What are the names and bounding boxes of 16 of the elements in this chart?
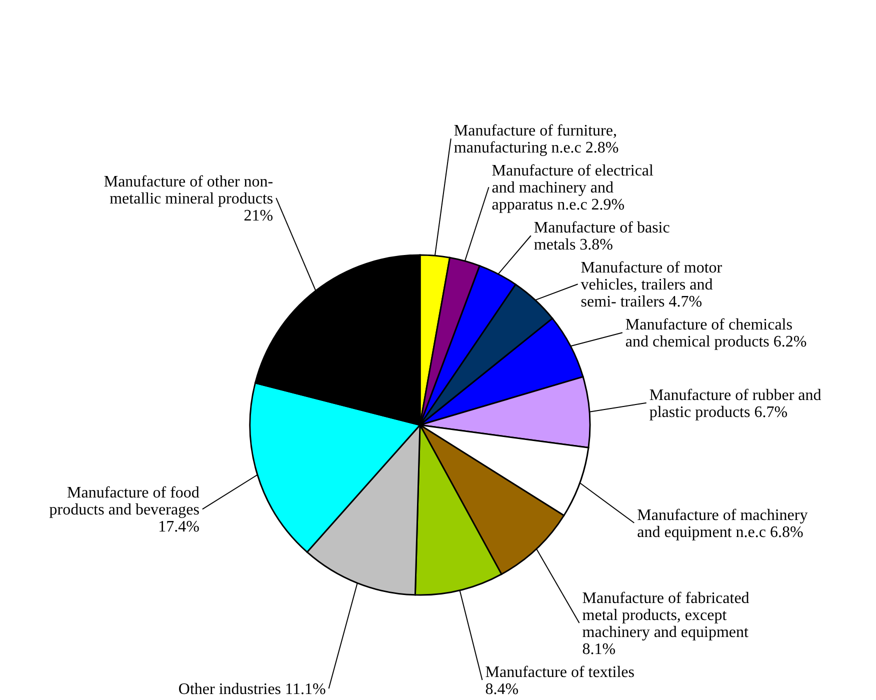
slice-label: Manufacture of fabricated metal products, except machinery and equipment	[582, 590, 750, 641]
slice-label: Manufacture of food products and beverages	[49, 484, 200, 519]
slice-label: Manufacture of machinery and equipment n.e.c 6.8%	[637, 506, 808, 541]
data-label: 17.4%	[158, 518, 200, 536]
data-label: 8.4%	[485, 681, 519, 698]
slice-label: Manufacture of basic metals 3.8%	[534, 220, 670, 254]
slice-label: Manufacture of rubber and plastic products 6.7%	[649, 386, 822, 421]
slice-label: Manufacture of furniture, manufacturing n.e.c 2.8%	[454, 122, 619, 157]
slice-label: Manufacture of motor vehicles, trailers and semi- trailers 4.7%	[580, 260, 723, 311]
slice-label: Manufacture of other non- metallic mineral products	[104, 173, 274, 208]
data-label: 21%	[244, 207, 274, 224]
slice-label: Manufacture of electrical and machinery and apparatus n.e.c 2.9%	[492, 162, 654, 214]
slice-label: Manufacture of textiles	[485, 664, 635, 681]
data-label: 8.1%	[582, 641, 616, 658]
slice-label: Other industries 11.1%	[178, 681, 326, 698]
slice-label: Manufacture of chemicals and chemical products 6.2%	[625, 316, 807, 351]
